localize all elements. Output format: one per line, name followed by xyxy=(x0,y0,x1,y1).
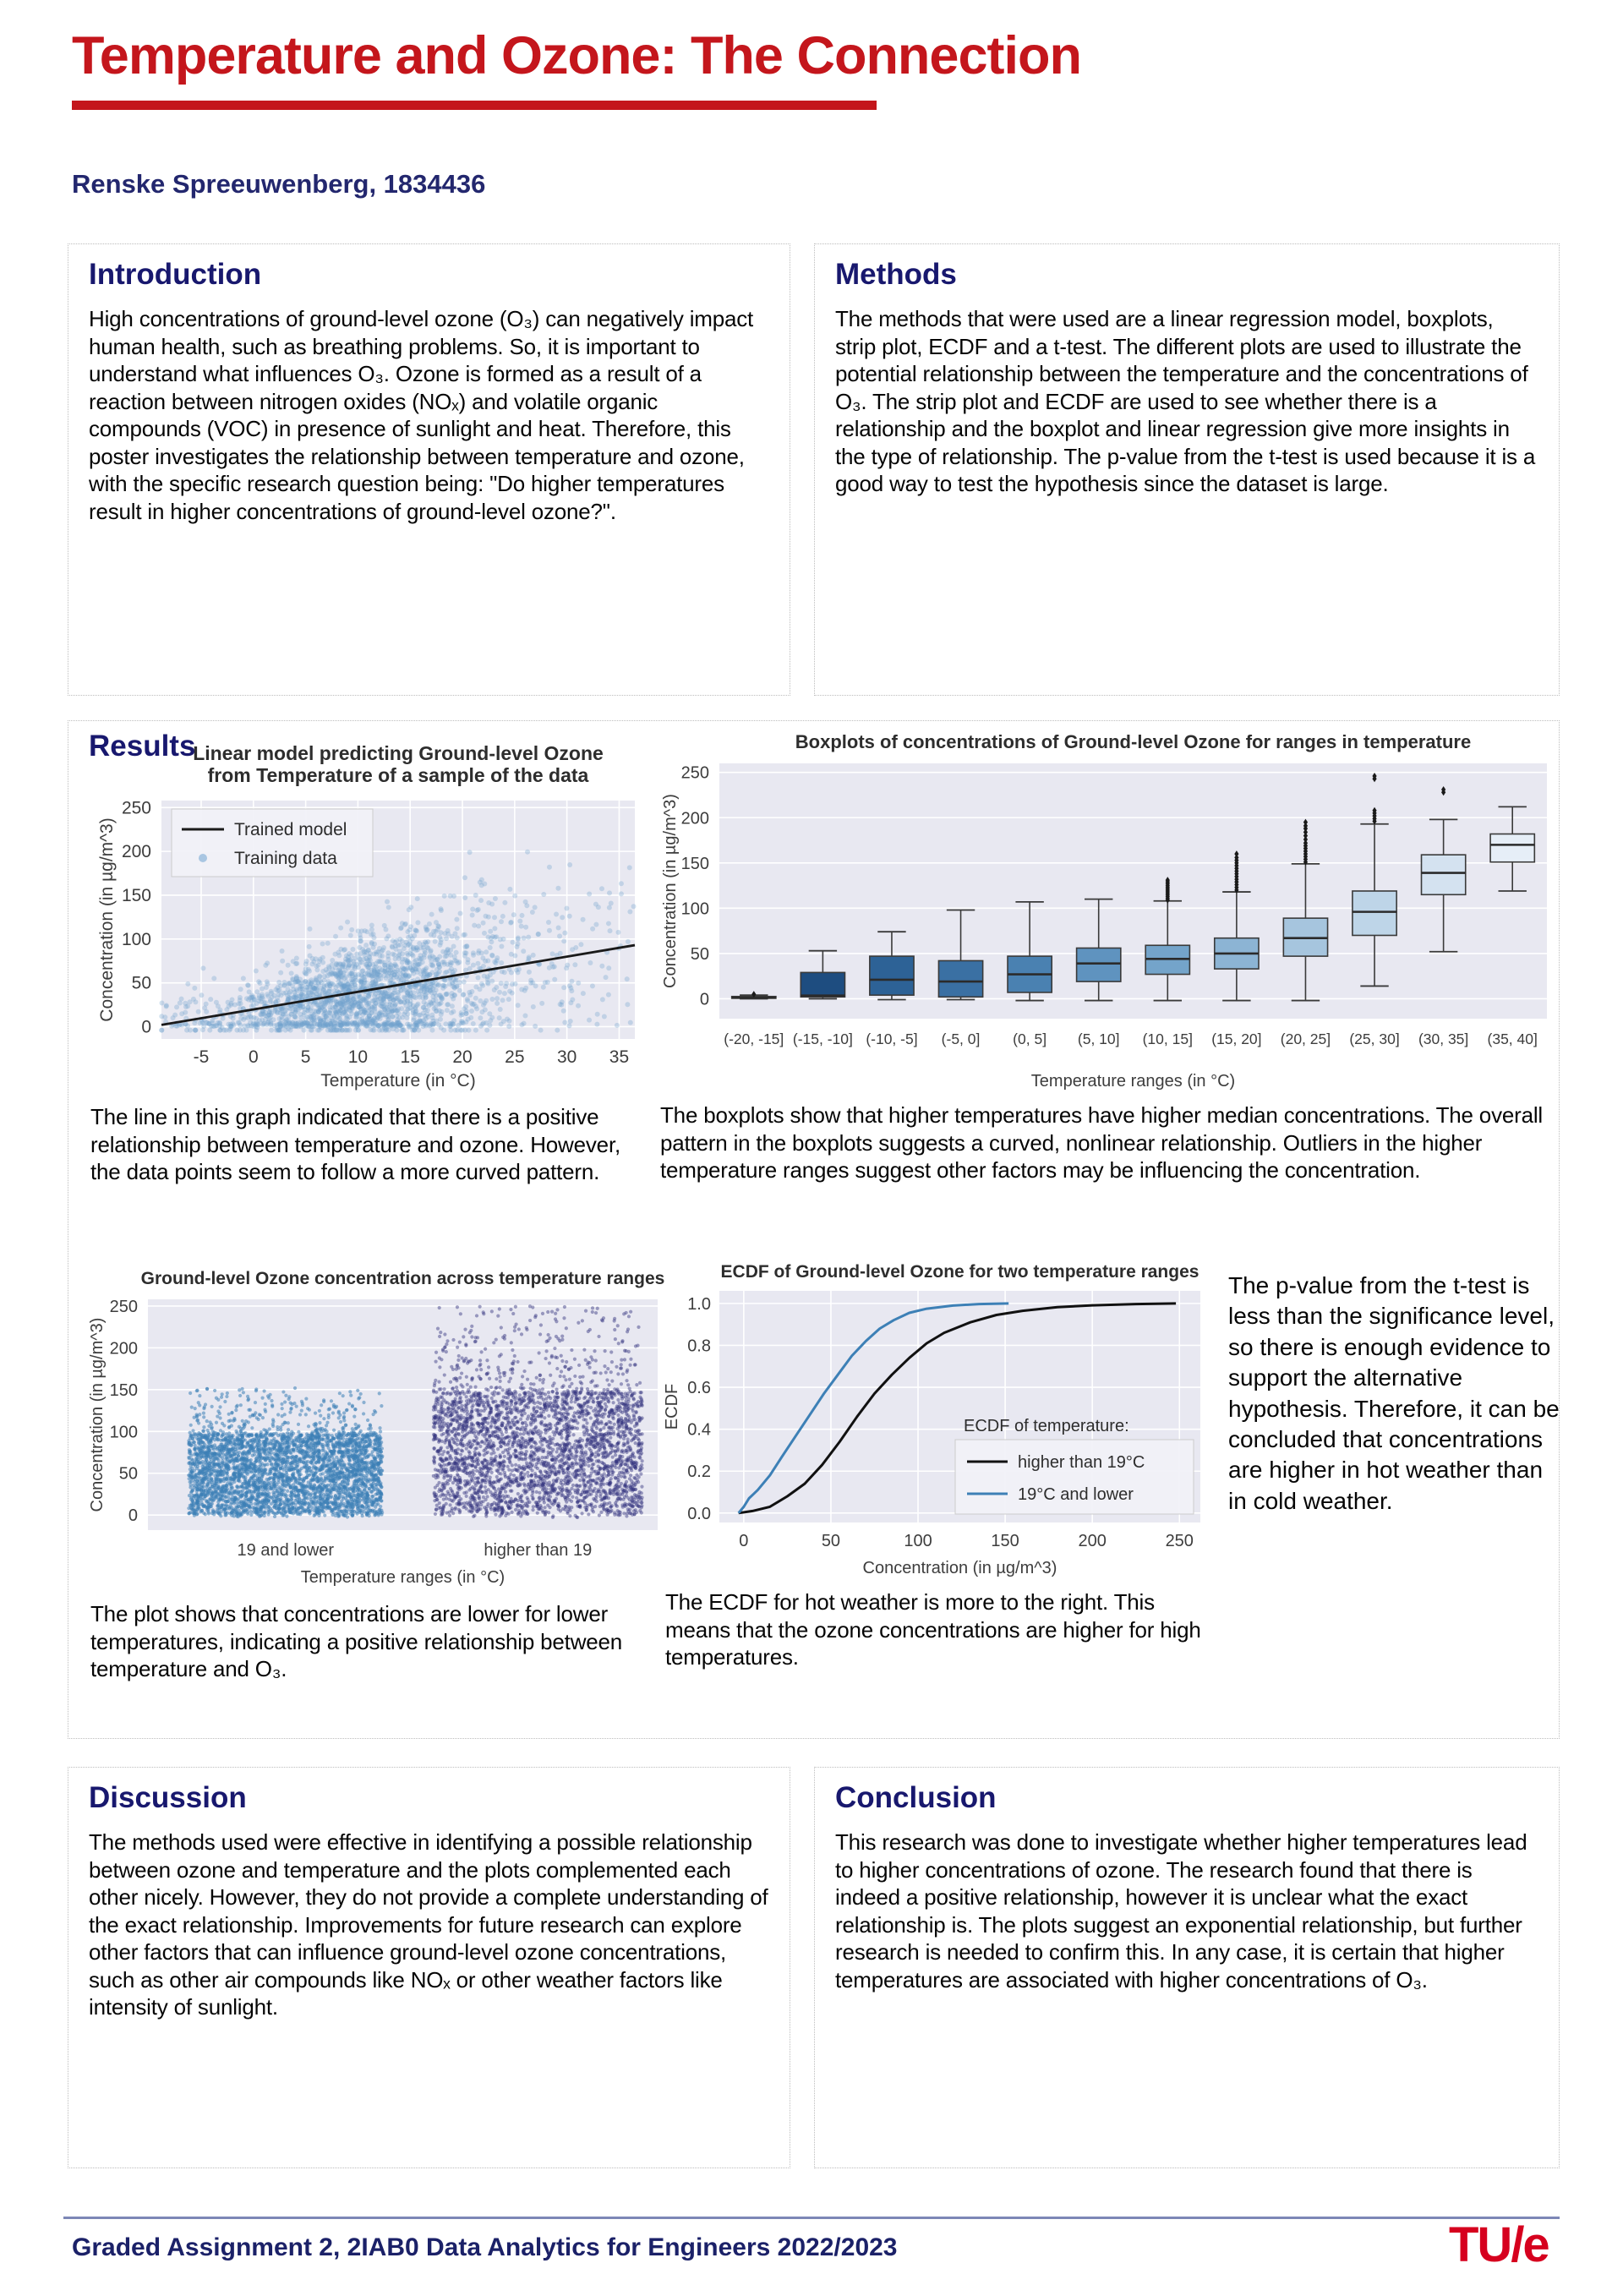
conclusion-heading: Conclusion xyxy=(835,1781,997,1814)
results-heading: Results xyxy=(89,730,196,763)
discussion-body: The methods used were effective in ident… xyxy=(89,1829,768,2020)
svg-text:0: 0 xyxy=(700,990,709,1009)
svg-text:Concentration (in µg/m^3): Concentration (in µg/m^3) xyxy=(661,794,680,988)
footer-divider xyxy=(63,2217,1560,2219)
author-line: Renske Spreeuwenberg, 1834436 xyxy=(72,169,486,199)
ecdf-caption: The ECDF for hot weather is more to the … xyxy=(665,1589,1201,1670)
svg-text:(-10, -5]: (-10, -5] xyxy=(866,1030,917,1047)
svg-text:(10, 15]: (10, 15] xyxy=(1143,1030,1193,1047)
svg-text:(-15, -10]: (-15, -10] xyxy=(793,1030,853,1047)
svg-text:Temperature (in °C): Temperature (in °C) xyxy=(320,1071,475,1091)
pvalue-conclusion-text: The p-value from the t-test is less than… xyxy=(1228,1272,1560,1514)
svg-text:Boxplots of concentrations of: Boxplots of concentrations of Ground-lev… xyxy=(795,731,1471,752)
footer-course-label: Graded Assignment 2, 2IAB0 Data Analytic… xyxy=(72,2233,898,2261)
svg-text:0: 0 xyxy=(141,1017,151,1036)
title-underline xyxy=(72,101,877,110)
svg-text:(15, 20]: (15, 20] xyxy=(1211,1030,1261,1047)
tue-logo: TU/e xyxy=(1449,2217,1550,2272)
svg-text:15: 15 xyxy=(401,1047,420,1067)
svg-text:(-5, 0]: (-5, 0] xyxy=(942,1030,981,1047)
svg-text:100: 100 xyxy=(122,930,151,949)
svg-text:Ground-level Ozone concentrati: Ground-level Ozone concentration across … xyxy=(141,1269,665,1288)
svg-text:Concentration (in µg/m^3): Concentration (in µg/m^3) xyxy=(97,817,117,1021)
boxplot-caption: The boxplots show that higher temperatur… xyxy=(660,1102,1543,1183)
boxplot-chart: Boxplots of concentrations of Ground-lev… xyxy=(658,728,1559,1101)
introduction-body: High concentrations of ground-level ozon… xyxy=(89,306,754,524)
linear-model-chart: Linear model predicting Ground-level Ozo… xyxy=(94,740,643,1099)
svg-text:(-20, -15]: (-20, -15] xyxy=(724,1030,784,1047)
svg-text:(30, 35]: (30, 35] xyxy=(1418,1030,1468,1047)
svg-text:150: 150 xyxy=(681,855,709,873)
discussion-section: Discussion The methods used were effecti… xyxy=(68,1767,790,2168)
svg-text:100: 100 xyxy=(681,899,709,918)
svg-text:50: 50 xyxy=(691,945,709,964)
svg-text:200: 200 xyxy=(681,809,709,828)
results-section: Results Linear model predicting Ground-l… xyxy=(68,720,1560,1739)
svg-text:(25, 30]: (25, 30] xyxy=(1349,1030,1399,1047)
svg-text:30: 30 xyxy=(557,1047,577,1067)
svg-text:250: 250 xyxy=(681,764,709,783)
conclusion-body: This research was done to investigate wh… xyxy=(835,1829,1527,1993)
svg-text:-5: -5 xyxy=(194,1047,210,1067)
svg-text:0: 0 xyxy=(249,1047,259,1067)
methods-body: The methods that were used are a linear … xyxy=(835,306,1536,496)
svg-text:(0, 5]: (0, 5] xyxy=(1013,1030,1046,1047)
svg-text:(5, 10]: (5, 10] xyxy=(1078,1030,1120,1047)
strip-plot-chart: Ground-level Ozone concentration across … xyxy=(84,1267,671,1597)
page-title: Temperature and Ozone: The Connection xyxy=(72,26,1082,85)
svg-text:Linear model predicting Ground: Linear model predicting Ground-level Ozo… xyxy=(193,742,604,764)
introduction-heading: Introduction xyxy=(89,258,262,291)
ecdf-chart: ECDF of Ground-level Ozone for two tempe… xyxy=(660,1260,1214,1586)
methods-heading: Methods xyxy=(835,258,957,291)
svg-text:250: 250 xyxy=(122,798,151,817)
svg-text:Trained model: Trained model xyxy=(234,820,347,839)
discussion-heading: Discussion xyxy=(89,1781,247,1814)
svg-text:200: 200 xyxy=(122,842,151,861)
introduction-section: Introduction High concentrations of grou… xyxy=(68,243,790,696)
svg-text:from Temperature of a sample o: from Temperature of a sample of the data xyxy=(208,764,589,786)
svg-text:35: 35 xyxy=(609,1047,629,1067)
svg-text:50: 50 xyxy=(132,974,151,993)
conclusion-section: Conclusion This research was done to inv… xyxy=(814,1767,1560,2168)
svg-text:5: 5 xyxy=(301,1047,311,1067)
strip-plot-caption: The plot shows that concentrations are l… xyxy=(90,1601,623,1681)
svg-text:150: 150 xyxy=(122,886,151,905)
svg-text:(35, 40]: (35, 40] xyxy=(1488,1030,1538,1047)
svg-text:10: 10 xyxy=(348,1047,368,1067)
svg-text:Temperature ranges (in °C): Temperature ranges (in °C) xyxy=(1031,1072,1235,1091)
svg-text:25: 25 xyxy=(505,1047,524,1067)
svg-text:20: 20 xyxy=(452,1047,472,1067)
svg-text:(20, 25]: (20, 25] xyxy=(1281,1030,1331,1047)
linear-model-caption: The line in this graph indicated that th… xyxy=(90,1104,620,1184)
svg-text:Training data: Training data xyxy=(234,849,337,868)
methods-section: Methods The methods that were used are a… xyxy=(814,243,1560,696)
